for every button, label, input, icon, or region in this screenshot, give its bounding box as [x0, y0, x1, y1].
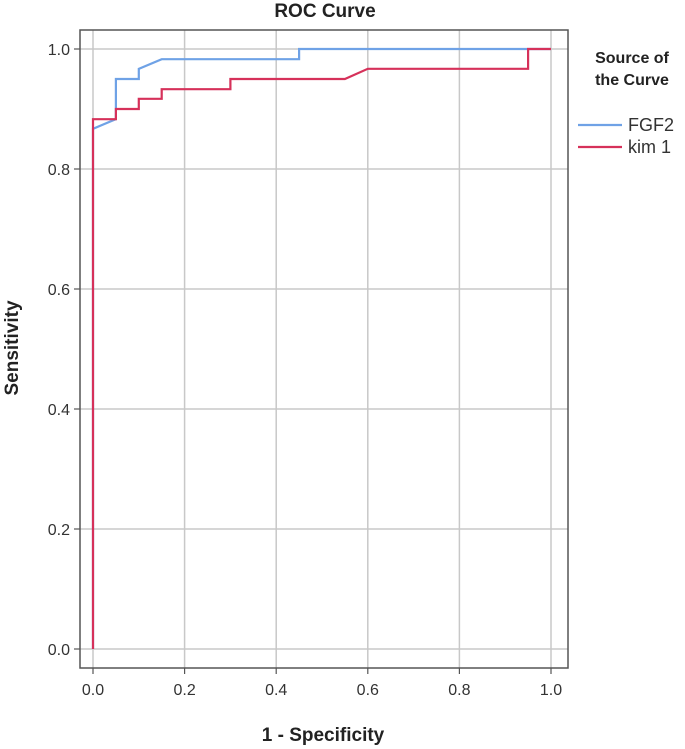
x-tick-label: 0.0	[82, 682, 104, 699]
series-line-fgf2	[91, 47, 551, 649]
plot-frame	[79, 29, 569, 669]
y-tick-label: 0.0	[48, 642, 70, 659]
legend-title-line-2: the Curve	[595, 72, 669, 89]
x-tick-label: 0.6	[357, 682, 379, 699]
y-axis-ticks: 0.0 0.2 0.4 0.6 0.8 1.0	[48, 42, 80, 659]
x-tick-label: 0.2	[173, 682, 195, 699]
series-line-kim-1	[91, 47, 551, 649]
y-tick-label: 1.0	[48, 42, 70, 59]
y-tick-label: 0.8	[48, 162, 70, 179]
x-tick-label: 0.8	[448, 682, 470, 699]
legend-title-line-1: Source of	[595, 50, 669, 67]
y-tick-label: 0.2	[48, 522, 70, 539]
x-axis-label: 1 - Specificity	[262, 725, 385, 746]
x-tick-label: 1.0	[540, 682, 562, 699]
grid	[80, 30, 568, 668]
y-tick-label: 0.4	[48, 402, 70, 419]
x-tick-label: 0.4	[265, 682, 287, 699]
series-lines	[91, 47, 551, 649]
y-tick-label: 0.6	[48, 282, 70, 299]
legend-label-fgf2: FGF2	[628, 115, 674, 135]
x-axis-ticks: 0.0 0.2 0.4 0.6 0.8 1.0	[82, 668, 562, 699]
chart-title: ROC Curve	[274, 1, 375, 22]
legend-label-kim-1: kim 1	[628, 137, 671, 157]
y-axis-label: Sensitivity	[2, 300, 23, 395]
